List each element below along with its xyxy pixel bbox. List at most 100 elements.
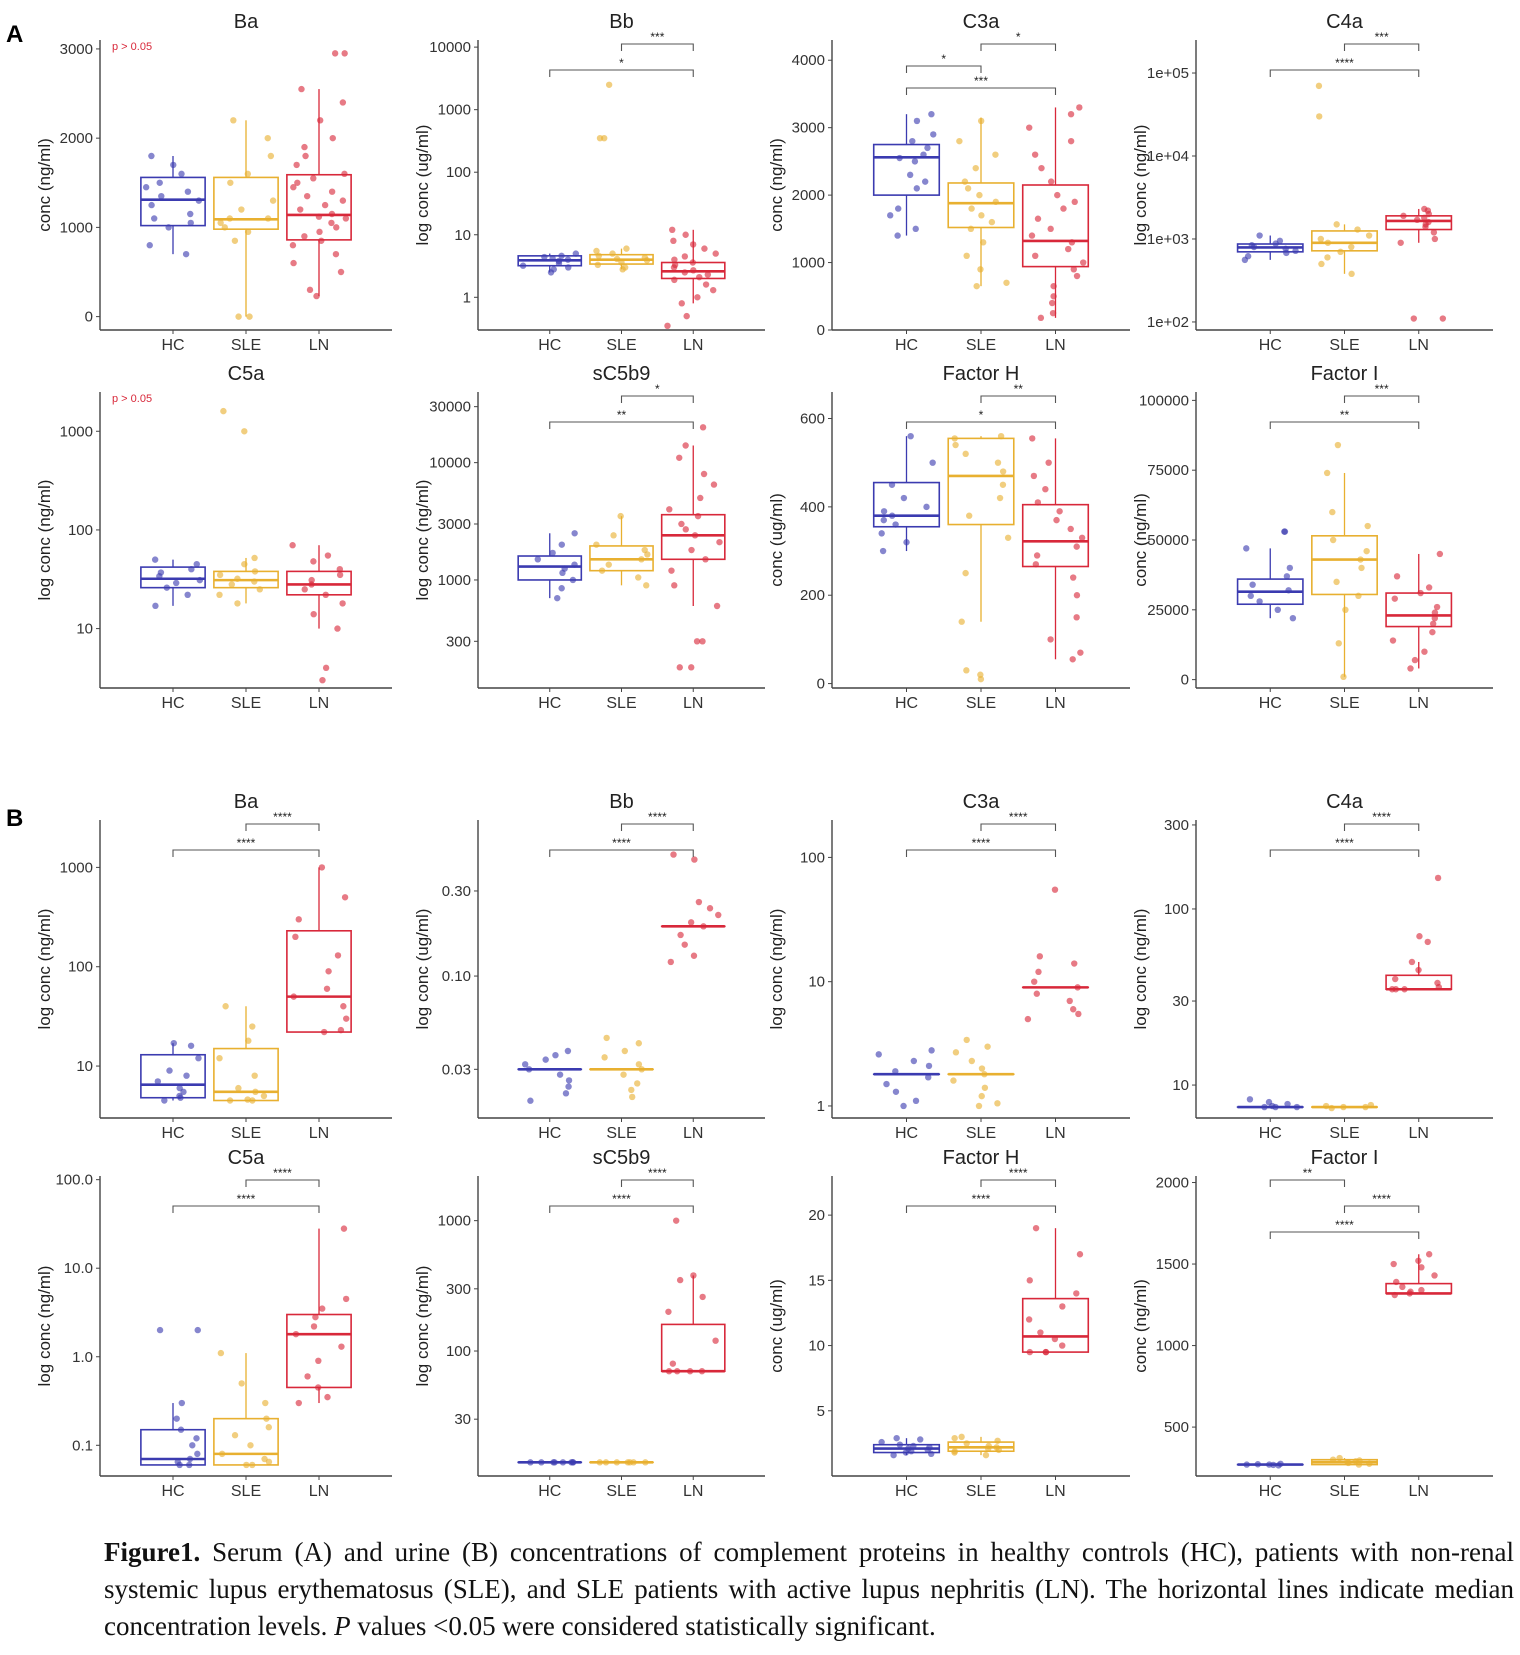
data-point [878, 530, 885, 537]
data-point [635, 1040, 643, 1047]
data-point [569, 576, 577, 584]
data-point [1244, 253, 1252, 260]
data-point [1256, 232, 1263, 239]
data-point [193, 560, 200, 568]
x-tick-label: HC [538, 695, 561, 712]
data-point [1032, 1224, 1040, 1232]
data-point [1256, 598, 1263, 605]
data-point [1076, 104, 1083, 111]
data-point [917, 1436, 924, 1443]
data-point [1274, 606, 1281, 614]
data-point [216, 1054, 223, 1062]
data-point [687, 919, 695, 926]
data-point [888, 481, 896, 488]
chart-title: Bb [609, 791, 633, 813]
data-point [992, 151, 999, 158]
data-point [320, 1028, 328, 1036]
data-point [294, 179, 301, 186]
data-point [1324, 239, 1332, 246]
data-point [610, 532, 617, 539]
data-point [699, 424, 707, 431]
data-point [928, 1047, 935, 1054]
data-point [618, 259, 625, 266]
data-point [1317, 235, 1325, 243]
data-point [1283, 573, 1291, 580]
series-ln [1021, 104, 1090, 322]
data-point [920, 151, 927, 158]
data-point [173, 1415, 180, 1422]
data-point [1038, 164, 1045, 172]
data-point [906, 171, 914, 179]
y-axis-label: log conc (ug/ml) [413, 125, 432, 246]
data-point [324, 1393, 331, 1401]
data-point [1073, 592, 1081, 599]
significance-bracket: *** [620, 30, 694, 51]
x-tick-label: SLE [966, 1125, 996, 1142]
y-axis-label: log conc (ng/ml) [1131, 125, 1150, 246]
data-point [1334, 441, 1342, 449]
y-tick-label: 0 [85, 309, 93, 326]
data-point [702, 281, 710, 288]
data-point [1243, 1461, 1250, 1468]
bracket-line [1343, 823, 1420, 831]
data-point [892, 1088, 900, 1095]
data-point [972, 164, 979, 172]
y-tick-label: 1e+05 [1147, 65, 1189, 82]
series-ln [1385, 205, 1453, 322]
data-point [1418, 1286, 1425, 1294]
data-point [1367, 1101, 1375, 1109]
data-point [216, 591, 223, 599]
data-point [301, 143, 308, 151]
data-point [1031, 151, 1039, 158]
data-point [1434, 874, 1442, 882]
chart-title: C3a [963, 11, 1001, 33]
y-axis-label: log conc (ng/ml) [35, 480, 54, 601]
data-point [1333, 578, 1340, 586]
data-point [251, 1072, 258, 1079]
data-point [186, 1461, 193, 1469]
data-point [682, 231, 689, 238]
data-point [617, 512, 624, 520]
caption-text: Serum (A) and urine (B) concentrations o… [104, 1537, 1514, 1641]
data-point [166, 1067, 173, 1074]
data-point [1408, 958, 1416, 966]
data-point [958, 1433, 965, 1441]
x-tick-label: HC [1259, 1483, 1282, 1500]
data-point [1246, 1096, 1254, 1103]
data-point [700, 470, 708, 478]
data-point [1421, 648, 1428, 655]
y-tick-label: 0.10 [442, 968, 471, 985]
significance-bracket: **** [172, 836, 320, 857]
chart-a-factor-i: Factor I conc (ng/ml) 0 25000 50000 75000 1000… [1131, 363, 1493, 712]
data-point [1425, 218, 1432, 226]
data-point [565, 264, 572, 271]
x-tick-label: SLE [966, 337, 996, 354]
series-hc [140, 152, 206, 258]
data-point [325, 968, 332, 975]
x-tick-label: HC [1259, 695, 1282, 712]
significance-label: *** [974, 74, 988, 88]
data-point [594, 261, 602, 269]
data-point [339, 99, 347, 106]
bracket-line [905, 65, 982, 73]
data-point [1354, 226, 1361, 233]
y-tick-label: 100 [68, 522, 93, 539]
data-point [1065, 245, 1072, 253]
data-point [602, 1459, 610, 1466]
series-sle [1311, 1454, 1378, 1468]
data-point [1348, 270, 1355, 278]
chart-a-ba: Ba conc (ng/ml) 0 1000 2000 3000 HC SLE LN p > 0.… [35, 11, 392, 354]
data-point [256, 586, 264, 593]
y-tick-label: 30 [454, 1411, 471, 1428]
data-point [1054, 191, 1061, 199]
bracket-line [172, 849, 320, 857]
y-tick-label: 3000 [792, 120, 825, 137]
data-point [669, 1360, 677, 1367]
data-point [568, 1459, 575, 1466]
data-point [963, 1036, 970, 1044]
data-point [321, 201, 329, 209]
data-point [151, 215, 158, 222]
bracket-line [980, 395, 1057, 403]
y-tick-label: 100.0 [55, 1172, 93, 1189]
data-point [704, 271, 712, 278]
